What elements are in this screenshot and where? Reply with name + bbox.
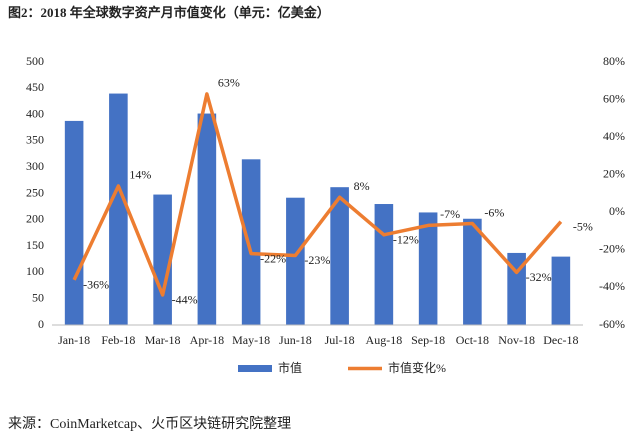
legend-swatch [238, 365, 272, 372]
legend-label: 市值变化% [388, 360, 446, 375]
bar [463, 218, 482, 325]
x-tick-label: Nov-18 [498, 333, 535, 347]
data-label: -12% [393, 233, 419, 247]
y2-tick-label: 0% [609, 204, 625, 218]
x-tick-label: Mar-18 [145, 333, 181, 347]
data-label: 14% [129, 168, 151, 182]
bar [64, 120, 84, 325]
y-tick-label: 500 [26, 54, 44, 68]
y-tick-label: 150 [26, 238, 44, 252]
y-tick-label: 0 [38, 317, 44, 331]
data-label: -32% [526, 270, 552, 284]
x-tick-label: May-18 [232, 333, 270, 347]
source-note: 来源：CoinMarketcap、火币区块链研究院整理 [8, 416, 291, 432]
x-tick-label: Aug-18 [366, 333, 403, 347]
bar [330, 187, 349, 325]
data-label: -6% [484, 205, 504, 219]
y2-tick-label: -60% [599, 317, 625, 331]
bar [241, 159, 261, 325]
y-tick-label: 200 [26, 212, 44, 226]
line [72, 92, 563, 297]
y-tick-label: 300 [26, 159, 44, 173]
data-label: -36% [83, 278, 109, 292]
y2-tick-label: -40% [599, 279, 625, 293]
x-tick-label: Jul-18 [325, 333, 355, 347]
data-label: -22% [260, 251, 286, 265]
y2-tick-label: 40% [603, 129, 625, 143]
data-label: 8% [354, 179, 370, 193]
x-tick-label: Feb-18 [101, 333, 135, 347]
y2-tick-label: 20% [603, 166, 625, 180]
chart-title: 图2：2018 年全球数字资产月市值变化（单元：亿美金） [8, 5, 330, 20]
x-tick-label: Jan-18 [58, 333, 90, 347]
x-tick-label: Oct-18 [456, 333, 489, 347]
y-tick-label: 250 [26, 185, 44, 199]
bar [109, 93, 128, 325]
data-label: 63% [218, 76, 240, 90]
y-tick-label: 100 [26, 264, 44, 278]
bar [507, 252, 526, 325]
x-tick-label: Dec-18 [543, 333, 578, 347]
bar [418, 212, 438, 325]
bar [286, 197, 305, 325]
bar [197, 113, 217, 325]
data-label: -44% [172, 293, 198, 307]
x-tick-label: Sep-18 [411, 333, 445, 347]
y2-tick-label: 80% [603, 54, 625, 68]
bar [153, 194, 172, 325]
bar [374, 204, 394, 325]
y-tick-label: 350 [26, 133, 44, 147]
data-label: -23% [304, 253, 330, 267]
y2-tick-label: -20% [599, 242, 625, 256]
y-tick-label: 450 [26, 80, 44, 94]
y-tick-label: 50 [32, 290, 44, 304]
x-tick-label: Jun-18 [279, 333, 312, 347]
bar [551, 256, 571, 325]
y-tick-label: 400 [26, 106, 44, 120]
y2-tick-label: 60% [603, 91, 625, 105]
x-tick-label: Apr-18 [190, 333, 224, 347]
data-label: -5% [573, 219, 593, 233]
legend-label: 市值 [278, 360, 302, 375]
data-label: -7% [440, 207, 460, 221]
